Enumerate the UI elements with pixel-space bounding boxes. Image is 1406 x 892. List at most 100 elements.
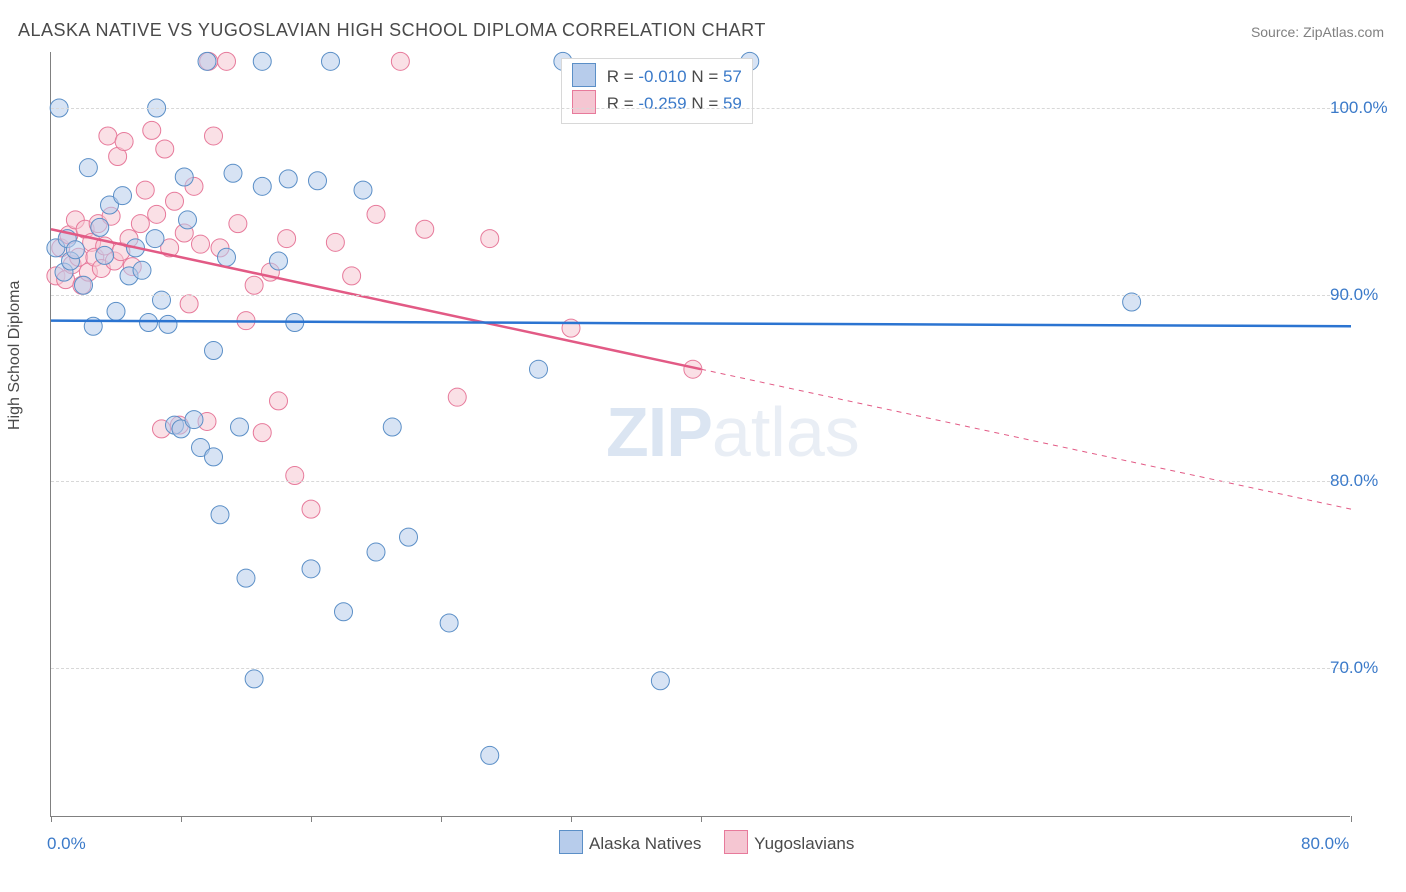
- x-tick-mark: [441, 816, 442, 822]
- source-attribution: Source: ZipAtlas.com: [1251, 24, 1384, 40]
- scatter-point-alaska: [367, 543, 385, 561]
- series-legend: Alaska Natives Yugoslavians: [541, 830, 854, 854]
- y-tick-label: 80.0%: [1330, 471, 1406, 491]
- scatter-point-alaska: [270, 252, 288, 270]
- legend-swatch-alaska: [559, 830, 583, 854]
- x-tick-mark: [1351, 816, 1352, 822]
- scatter-point-alaska: [175, 168, 193, 186]
- scatter-point-alaska: [1123, 293, 1141, 311]
- scatter-point-alaska: [66, 241, 84, 259]
- scatter-point-yugo: [416, 220, 434, 238]
- scatter-point-yugo: [343, 267, 361, 285]
- regression-line-yugo: [51, 229, 701, 369]
- scatter-point-alaska: [481, 746, 499, 764]
- legend-label-yugo: Yugoslavians: [754, 834, 854, 853]
- scatter-point-yugo: [218, 52, 236, 70]
- x-tick-label: 0.0%: [47, 834, 86, 854]
- scatter-point-alaska: [211, 506, 229, 524]
- scatter-point-alaska: [224, 164, 242, 182]
- legend-swatch-yugo: [724, 830, 748, 854]
- scatter-point-alaska: [253, 177, 271, 195]
- scatter-point-alaska: [237, 569, 255, 587]
- scatter-point-yugo: [270, 392, 288, 410]
- scatter-point-yugo: [136, 181, 154, 199]
- scatter-point-alaska: [218, 248, 236, 266]
- correlation-legend: R = -0.010 N = 57 R = -0.259 N = 59: [561, 58, 753, 124]
- scatter-point-alaska: [383, 418, 401, 436]
- legend-row-alaska: R = -0.010 N = 57: [572, 63, 742, 90]
- x-tick-label: 80.0%: [1301, 834, 1349, 854]
- scatter-point-yugo: [253, 424, 271, 442]
- scatter-point-alaska: [205, 342, 223, 360]
- chart-container: ALASKA NATIVE VS YUGOSLAVIAN HIGH SCHOOL…: [0, 0, 1406, 892]
- y-axis-label: High School Diploma: [6, 281, 24, 430]
- scatter-point-alaska: [231, 418, 249, 436]
- gridline-h: [51, 668, 1350, 669]
- scatter-point-alaska: [179, 211, 197, 229]
- scatter-point-alaska: [335, 603, 353, 621]
- scatter-point-alaska: [133, 261, 151, 279]
- regression-line-dashed-yugo: [701, 369, 1351, 509]
- scatter-point-yugo: [115, 133, 133, 151]
- scatter-point-yugo: [143, 121, 161, 139]
- y-tick-label: 100.0%: [1330, 98, 1406, 118]
- scatter-point-yugo: [245, 276, 263, 294]
- scatter-point-yugo: [302, 500, 320, 518]
- scatter-point-alaska: [651, 672, 669, 690]
- legend-label-alaska: Alaska Natives: [589, 834, 701, 853]
- scatter-point-alaska: [279, 170, 297, 188]
- x-tick-mark: [51, 816, 52, 822]
- x-tick-mark: [311, 816, 312, 822]
- scatter-point-alaska: [245, 670, 263, 688]
- scatter-point-alaska: [440, 614, 458, 632]
- scatter-point-yugo: [156, 140, 174, 158]
- scatter-point-alaska: [91, 218, 109, 236]
- legend-swatch-alaska: [572, 63, 596, 87]
- scatter-point-alaska: [530, 360, 548, 378]
- scatter-point-yugo: [229, 215, 247, 233]
- scatter-point-yugo: [166, 192, 184, 210]
- scatter-point-yugo: [205, 127, 223, 145]
- scatter-point-yugo: [192, 235, 210, 253]
- scatter-point-alaska: [159, 315, 177, 333]
- scatter-point-yugo: [278, 230, 296, 248]
- scatter-point-alaska: [114, 187, 132, 205]
- scatter-point-yugo: [99, 127, 117, 145]
- scatter-point-yugo: [391, 52, 409, 70]
- scatter-point-yugo: [481, 230, 499, 248]
- scatter-point-alaska: [185, 411, 203, 429]
- plot-area: ZIPatlas R = -0.010 N = 57 R = -0.259 N …: [50, 52, 1350, 817]
- scatter-point-alaska: [75, 276, 93, 294]
- scatter-point-alaska: [309, 172, 327, 190]
- scatter-point-yugo: [148, 205, 166, 223]
- scatter-point-yugo: [367, 205, 385, 223]
- scatter-point-yugo: [180, 295, 198, 313]
- scatter-point-alaska: [205, 448, 223, 466]
- x-tick-mark: [701, 816, 702, 822]
- scatter-point-alaska: [79, 159, 97, 177]
- legend-swatch-yugo: [572, 90, 596, 114]
- scatter-point-yugo: [448, 388, 466, 406]
- y-tick-label: 70.0%: [1330, 658, 1406, 678]
- scatter-point-alaska: [198, 52, 216, 70]
- legend-row-yugo: R = -0.259 N = 59: [572, 90, 742, 117]
- scatter-point-alaska: [96, 246, 114, 264]
- chart-title: ALASKA NATIVE VS YUGOSLAVIAN HIGH SCHOOL…: [18, 20, 766, 41]
- scatter-point-alaska: [322, 52, 340, 70]
- scatter-point-alaska: [253, 52, 271, 70]
- scatter-point-alaska: [146, 230, 164, 248]
- gridline-h: [51, 481, 1350, 482]
- x-tick-mark: [571, 816, 572, 822]
- scatter-point-yugo: [326, 233, 344, 251]
- x-tick-mark: [181, 816, 182, 822]
- gridline-h: [51, 295, 1350, 296]
- scatter-point-alaska: [354, 181, 372, 199]
- scatter-point-yugo: [131, 215, 149, 233]
- scatter-point-alaska: [140, 314, 158, 332]
- plot-svg: [51, 52, 1351, 817]
- scatter-point-alaska: [107, 302, 125, 320]
- y-tick-label: 90.0%: [1330, 285, 1406, 305]
- scatter-point-alaska: [302, 560, 320, 578]
- gridline-h: [51, 108, 1350, 109]
- scatter-point-alaska: [400, 528, 418, 546]
